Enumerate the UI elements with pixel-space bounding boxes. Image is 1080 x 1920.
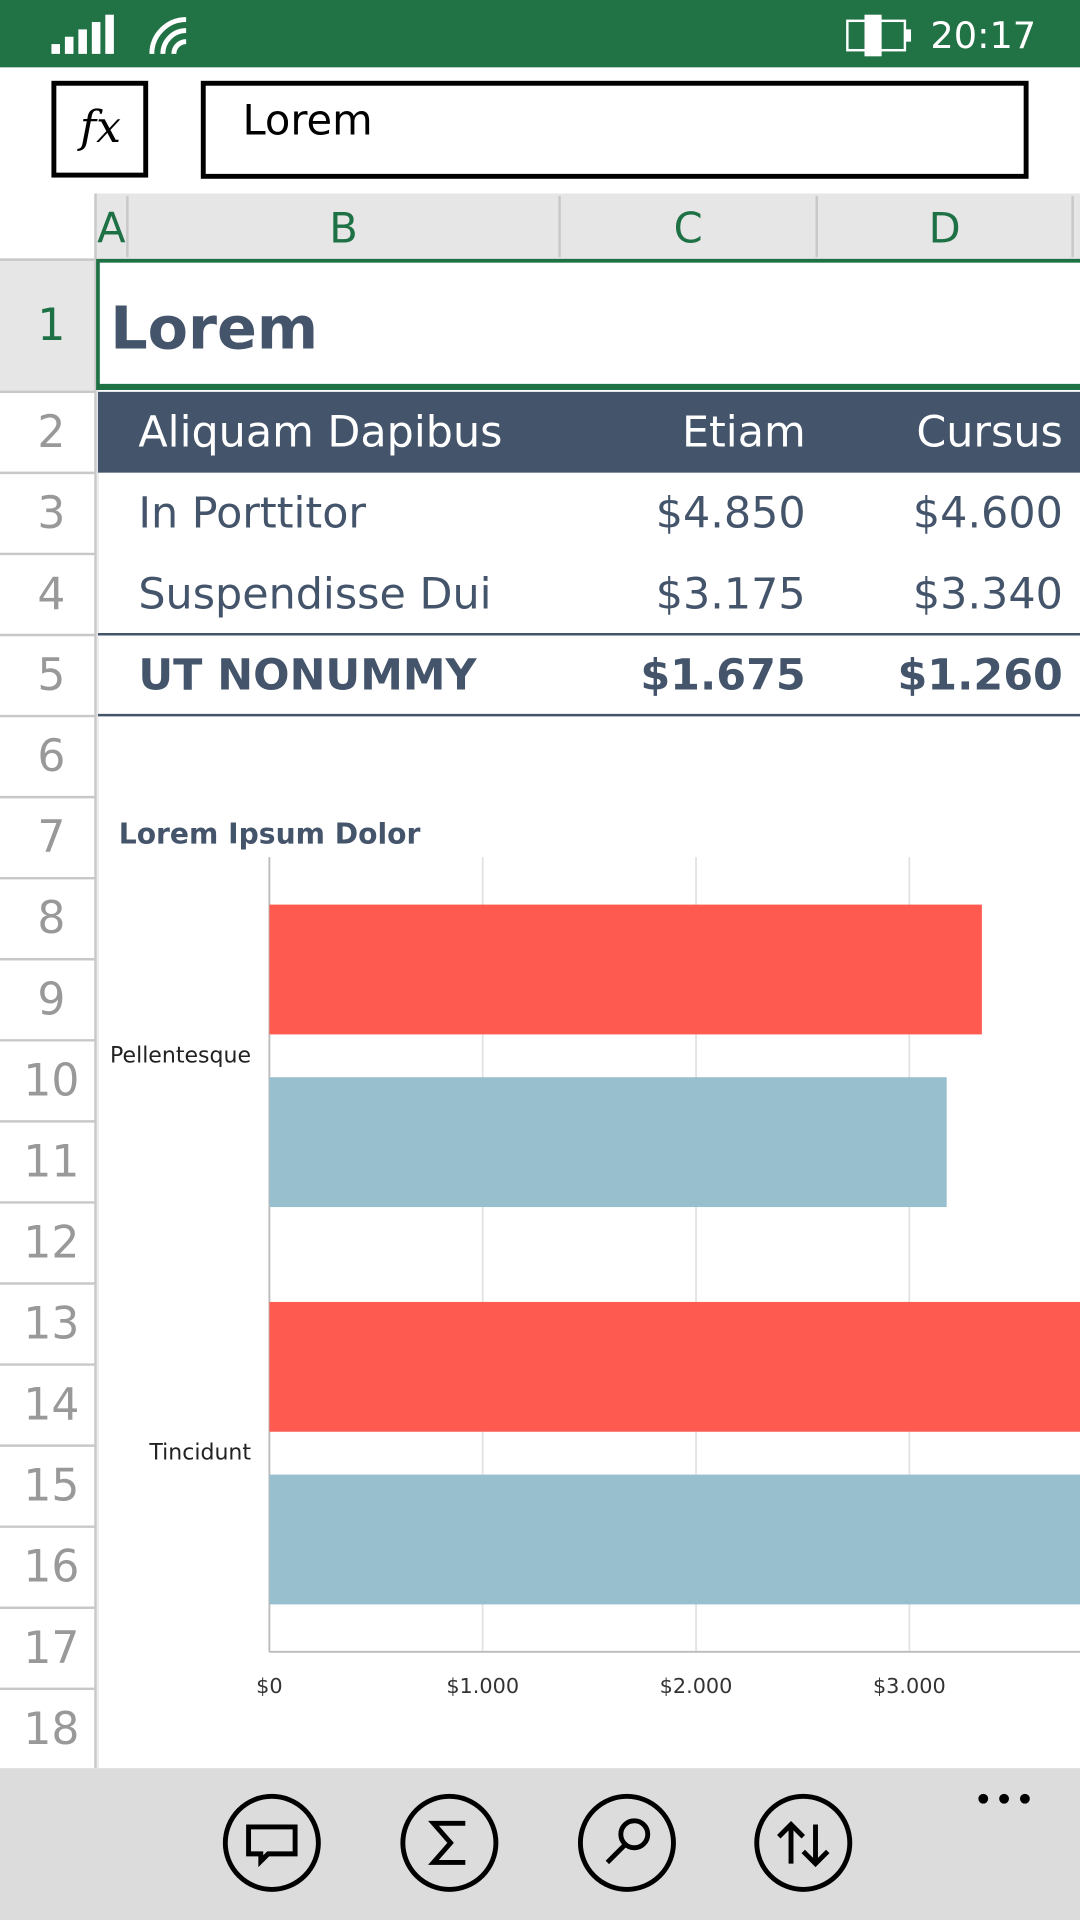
- formula-text: Lorem: [242, 96, 372, 145]
- row-header[interactable]: 8: [37, 893, 65, 944]
- row-header[interactable]: 18: [23, 1704, 79, 1755]
- app-bar: [0, 1768, 1080, 1920]
- column-header[interactable]: D: [929, 203, 961, 252]
- table-header-cell: Aliquam Dapibus: [138, 407, 502, 457]
- table-total-cell: $1.260: [898, 651, 1063, 701]
- sheet-title: Lorem: [110, 294, 318, 363]
- x-tick-label: $2.000: [660, 1674, 733, 1698]
- signal-icon: [51, 14, 114, 54]
- x-tick-label: $3.000: [873, 1674, 946, 1698]
- row-header[interactable]: 9: [37, 974, 65, 1025]
- selected-row-header: [0, 259, 96, 392]
- formula-input[interactable]: [200, 80, 1029, 179]
- row-header[interactable]: 17: [23, 1623, 79, 1674]
- row-header[interactable]: 1: [37, 300, 65, 351]
- table-cell: $3.340: [913, 569, 1063, 619]
- row-header[interactable]: 2: [37, 407, 65, 458]
- function-label: fx: [77, 102, 121, 153]
- table-cell: In Porttitor: [138, 488, 366, 538]
- chart-title: Lorem Ipsum Dolor: [119, 817, 421, 850]
- battery-icon: [846, 14, 912, 57]
- row-header[interactable]: 6: [37, 731, 65, 782]
- table-total-cell: UT NONUMMY: [138, 651, 477, 701]
- table-total-cell: $1.675: [640, 651, 805, 701]
- row-header[interactable]: 7: [37, 812, 65, 863]
- y-tick-label: Tincidunt: [148, 1441, 251, 1466]
- sort-button[interactable]: [754, 1793, 853, 1892]
- row-header[interactable]: 13: [23, 1299, 79, 1350]
- more-button[interactable]: [978, 1793, 1030, 1804]
- row-header[interactable]: 16: [23, 1542, 79, 1593]
- row-header[interactable]: 10: [23, 1055, 79, 1106]
- bar: [269, 1474, 1080, 1605]
- table-header-cell: Cursus: [916, 407, 1062, 457]
- column-header[interactable]: C: [674, 203, 703, 252]
- row-header[interactable]: 11: [23, 1136, 79, 1187]
- comment-button[interactable]: [222, 1793, 321, 1892]
- table-cell: $4.600: [913, 488, 1063, 538]
- y-tick-label: Pellentesque: [110, 1043, 251, 1068]
- bar: [269, 1077, 947, 1208]
- clock: 20:17: [930, 14, 1036, 57]
- bar: [269, 1301, 1080, 1432]
- table-cell: Suspendisse Dui: [138, 569, 491, 619]
- function-button[interactable]: [51, 80, 149, 178]
- sum-button[interactable]: [400, 1793, 499, 1892]
- column-header[interactable]: A: [97, 203, 126, 252]
- x-tick-label: $0: [256, 1674, 282, 1698]
- find-button[interactable]: [577, 1793, 676, 1892]
- row-header[interactable]: 3: [37, 488, 65, 539]
- row-header[interactable]: 4: [37, 569, 65, 620]
- column-header-bar: [0, 193, 1080, 260]
- bar: [269, 904, 982, 1035]
- row-header[interactable]: 14: [23, 1380, 79, 1431]
- x-tick-label: $1.000: [446, 1674, 519, 1698]
- row-header[interactable]: 15: [23, 1461, 79, 1512]
- corner-cell: [0, 193, 96, 260]
- header-row-fill: [97, 391, 1080, 473]
- column-header[interactable]: B: [329, 203, 358, 252]
- row-header[interactable]: 5: [37, 650, 65, 701]
- row-header[interactable]: 12: [23, 1217, 79, 1268]
- table-header-cell: Etiam: [682, 407, 806, 457]
- wifi-icon: [149, 17, 187, 55]
- table-cell: $3.175: [656, 569, 806, 619]
- status-bar: [0, 0, 1080, 68]
- table-cell: $4.850: [656, 488, 806, 538]
